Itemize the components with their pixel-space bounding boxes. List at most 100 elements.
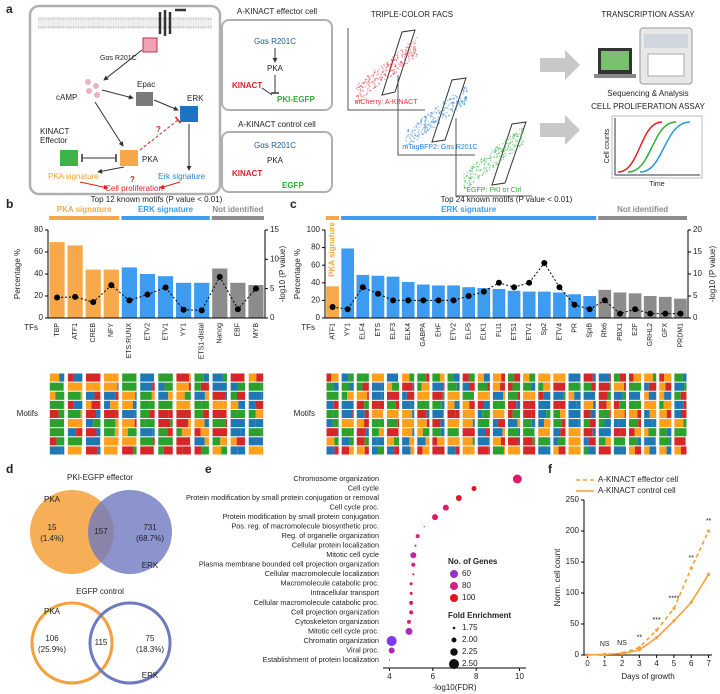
motif-letter	[578, 419, 581, 428]
facs-event	[466, 171, 468, 174]
motif-letter	[609, 382, 611, 391]
motif-letter	[49, 400, 64, 409]
motif-letter	[508, 446, 514, 455]
motif-letter	[402, 382, 413, 391]
facs-event	[372, 87, 375, 90]
facs-event	[413, 52, 416, 55]
motif-letter	[134, 419, 137, 428]
motif-letter	[455, 409, 460, 419]
term-label: Cell cycle	[348, 483, 379, 492]
facs-event	[503, 150, 505, 153]
facs-event	[436, 111, 438, 114]
motif-letter	[579, 382, 581, 391]
motif-letter	[356, 446, 365, 455]
motif-letter	[591, 382, 596, 391]
motif-letter	[122, 382, 137, 391]
facs-event	[401, 56, 404, 58]
motif-letter	[674, 391, 681, 400]
motif-letter	[447, 446, 456, 455]
group-label: PKA signature	[57, 205, 112, 214]
facs-event	[359, 88, 362, 91]
motif-letter	[568, 446, 575, 455]
motif-letter	[538, 419, 544, 428]
motif-letter	[508, 409, 513, 419]
motif-letter	[140, 382, 153, 391]
facs-event	[384, 69, 386, 72]
signature-label: Erk signature	[158, 172, 206, 181]
facs-event	[444, 113, 446, 115]
facs-event	[372, 73, 375, 75]
diagram-frame	[28, 4, 222, 196]
x-tick-label: ETS1-distal	[199, 323, 206, 360]
facs-event	[451, 102, 454, 105]
facs-event	[367, 89, 369, 91]
motif-letter	[194, 446, 202, 455]
pvalue-point	[632, 306, 639, 313]
facs-event	[489, 168, 491, 171]
facs-event	[393, 59, 396, 62]
motif-letter	[583, 373, 593, 382]
motif-letter	[546, 409, 551, 419]
facs-event	[423, 120, 426, 123]
facs-axis	[455, 118, 532, 197]
motif-letter	[583, 409, 591, 419]
motif-letter	[225, 391, 228, 400]
facs-event	[380, 65, 383, 67]
motif-letter	[230, 391, 238, 400]
facs-event	[368, 79, 371, 81]
group-label: PKA signature	[328, 221, 337, 276]
motif-letter	[104, 446, 118, 455]
motif-letter	[483, 373, 490, 382]
term-dot	[512, 474, 522, 484]
facs-event	[367, 80, 370, 83]
motif-letter	[212, 391, 226, 400]
facs-event	[399, 65, 401, 67]
group-label: ERK signature	[441, 205, 497, 214]
section-title: CELL PROLIFERATION ASSAY	[591, 102, 705, 111]
motif-letter	[417, 409, 427, 419]
pvalue-point	[495, 279, 502, 286]
series-point	[706, 572, 711, 577]
facs-event	[515, 132, 518, 135]
motif-letter	[402, 400, 411, 409]
facs-event	[434, 117, 436, 119]
facs-event	[434, 120, 437, 122]
facs-event	[516, 133, 519, 136]
motif-letter	[212, 400, 224, 409]
motif-letter	[225, 419, 228, 428]
motif-letter	[503, 446, 505, 455]
facs-event	[482, 159, 485, 162]
facs-event	[368, 77, 370, 79]
facs-event	[425, 132, 427, 134]
motif-letter	[194, 400, 202, 409]
facs-event	[371, 81, 373, 83]
facs-event	[503, 147, 505, 149]
facs-event	[490, 152, 492, 154]
facs-event	[412, 46, 415, 48]
motif-letter	[122, 400, 133, 409]
facs-event	[484, 159, 486, 161]
facs-event	[483, 162, 486, 165]
motif-letter	[356, 437, 365, 446]
pvalue-point	[420, 297, 427, 304]
bar	[121, 267, 137, 318]
motif-letter	[115, 419, 119, 428]
facs-event	[382, 68, 385, 70]
legend-label: A-KINACT effector cell	[598, 475, 678, 484]
facs-event	[451, 110, 454, 112]
facs-event	[381, 76, 384, 79]
facs-event	[411, 129, 414, 131]
motif-letter	[230, 446, 238, 455]
facs-event	[425, 124, 427, 126]
facs-event	[465, 87, 468, 90]
facs-event	[451, 107, 453, 110]
facs-event	[427, 123, 429, 126]
facs-event	[408, 43, 411, 45]
facs-event	[457, 99, 460, 102]
y-tick-label: 0	[575, 650, 580, 659]
motif-letter	[568, 382, 580, 391]
facs-event	[442, 114, 445, 117]
motif-letter	[598, 419, 605, 428]
diagram-label: KINACT	[40, 127, 69, 136]
facs-event	[408, 46, 410, 48]
